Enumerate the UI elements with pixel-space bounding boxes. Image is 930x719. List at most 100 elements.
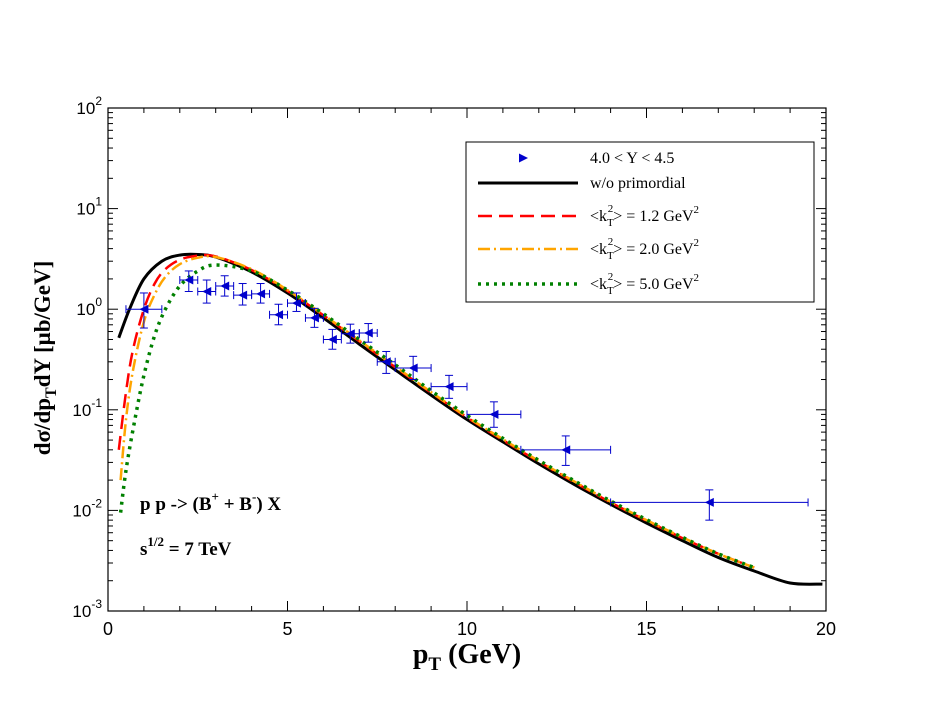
data-marker (345, 329, 355, 339)
y-tick-label-base: 10 (72, 401, 91, 420)
legend-kt-2-0-sup: 2 (608, 236, 614, 248)
legend-box (465, 141, 815, 303)
y-tick-label: 101 (76, 195, 102, 219)
legend-label-kt-2-0: <kT 2> = 2.0 GeV2 (590, 236, 699, 262)
legend-kt-2-0-pre: <k (590, 241, 607, 258)
data-marker (238, 290, 248, 300)
x-tick-label: 5 (282, 619, 292, 639)
legend-kt-5-0-sub: T (607, 285, 614, 297)
y-axis-title-sub: T (43, 387, 60, 398)
data-marker (381, 357, 391, 367)
energy-annotation: s1/2 = 7 TeV (140, 534, 232, 560)
y-axis-title-main: dσ/dp (30, 398, 55, 455)
data-point (520, 435, 612, 466)
process-pre: p p -> (B (140, 494, 212, 515)
data-point (358, 323, 378, 343)
y-tick-label: 10-2 (72, 496, 102, 520)
y-axis-title: dσ/dpTdY [μb/GeV] (30, 261, 60, 456)
curve-series-0 (117, 252, 823, 586)
x-tick-label: 10 (457, 619, 477, 639)
y-tick-label-exp: -3 (91, 597, 102, 611)
y-tick-label-exp: 1 (95, 195, 102, 209)
data-point (466, 401, 522, 428)
curve-series-2 (119, 254, 755, 569)
data-marker (363, 328, 373, 338)
legend-kt-5-0-post: > = 5.0 GeV (613, 276, 694, 293)
data-marker (309, 313, 319, 323)
legend-kt-1-2-sup2: 2 (694, 204, 700, 216)
legend-label-kt-5-0: <kT 2> = 5.0 GeV2 (590, 271, 699, 297)
y-axis-ticks (108, 107, 826, 612)
curve-series-3 (118, 263, 755, 570)
x-axis-title-rest: (GeV) (441, 639, 521, 670)
legend-kt-1-2-sup: 2 (608, 203, 614, 215)
legend-label-no-primordial: w/o primordial (590, 175, 686, 192)
process-annotation: p p -> (B+ + B-) X (140, 489, 281, 515)
process-sup2: - (252, 489, 256, 504)
x-tick-label: 20 (816, 619, 836, 639)
data-point (269, 303, 288, 326)
data-marker (139, 304, 149, 314)
legend-kt-5-0-pre: <k (590, 276, 607, 293)
x-axis-title-main: p (413, 639, 429, 670)
x-tick-label: 15 (636, 619, 656, 639)
data-point (125, 292, 163, 329)
data-marker (184, 275, 194, 285)
y-tick-label: 102 (76, 94, 102, 118)
process-mid: + B (219, 494, 252, 515)
data-point (179, 270, 199, 292)
x-tick-labels: 0 5 10 15 20 (103, 619, 836, 639)
data-marker (489, 409, 499, 419)
y-tick-label-exp: -1 (91, 396, 102, 410)
legend-marker-data (519, 153, 528, 163)
legend-label-data: 4.0 < Y < 4.5 (590, 150, 674, 167)
y-tick-label: 100 (76, 295, 102, 319)
data-point (287, 292, 306, 312)
data-point (251, 283, 271, 304)
data-point (322, 328, 342, 350)
data-marker (220, 281, 230, 291)
y-tick-label-base: 10 (76, 99, 95, 118)
y-tick-label-base: 10 (72, 602, 91, 621)
legend: 4.0 < Y < 4.5 w/o primordial <kT2> = 1.2… (465, 141, 815, 303)
data-marker (327, 334, 337, 344)
energy-pre: s (140, 539, 147, 560)
data-marker (274, 310, 284, 320)
legend-kt-5-0-sup2: 2 (694, 272, 700, 284)
legend-kt-2-0-post: > = 2.0 GeV (613, 241, 694, 258)
y-tick-label-base: 10 (76, 300, 95, 319)
data-marker (408, 363, 418, 373)
data-marker (202, 286, 212, 296)
energy-post: = 7 TeV (164, 539, 232, 560)
data-marker (444, 382, 454, 392)
data-point (197, 279, 217, 304)
data-point (340, 323, 360, 344)
y-tick-label: 10-3 (72, 597, 102, 621)
y-tick-label-base: 10 (76, 200, 95, 219)
legend-kt-1-2-post: > = 1.2 GeV (613, 208, 694, 225)
x-tick-label: 0 (103, 619, 113, 639)
data-point (610, 489, 809, 521)
data-marker (704, 497, 714, 507)
data-point (304, 307, 324, 328)
y-tick-label: 10-1 (72, 396, 102, 420)
process-post: ) X (256, 494, 281, 515)
legend-kt-2-0-sub: T (607, 250, 614, 262)
data-points (125, 270, 809, 521)
x-axis-ticks (107, 108, 827, 611)
data-marker (291, 298, 301, 308)
data-marker (561, 445, 571, 455)
y-tick-label-exp: -2 (91, 496, 102, 510)
x-axis-title: pT (GeV) (413, 639, 521, 675)
legend-kt-5-0-sup: 2 (608, 271, 614, 283)
energy-sup: 1/2 (147, 534, 164, 549)
legend-kt-2-0-sup2: 2 (694, 237, 700, 249)
data-point (233, 283, 253, 306)
legend-kt-1-2-pre: <k (590, 208, 607, 225)
y-axis-title-rest: dY [μb/GeV] (30, 261, 55, 388)
data-point (215, 275, 235, 297)
x-axis-title-sub: T (428, 654, 441, 675)
data-point (430, 374, 468, 399)
